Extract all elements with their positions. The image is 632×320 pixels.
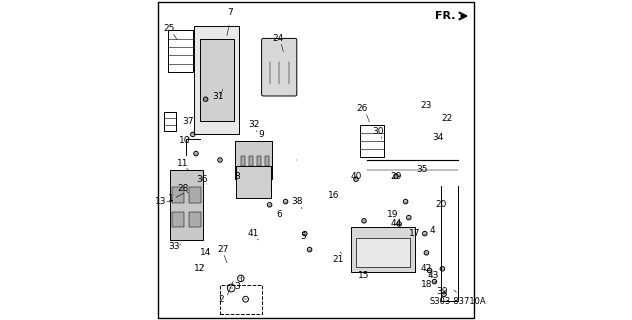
Text: 25: 25: [163, 24, 174, 33]
FancyBboxPatch shape: [262, 38, 297, 96]
Text: 33: 33: [168, 242, 179, 251]
Text: 18: 18: [421, 280, 432, 289]
Text: 24: 24: [272, 34, 283, 43]
Bar: [172, 187, 184, 203]
Text: 39: 39: [437, 287, 448, 296]
Bar: [169, 170, 204, 240]
Text: 11: 11: [178, 159, 189, 168]
Text: 40: 40: [350, 172, 362, 180]
Bar: [351, 227, 415, 272]
Bar: [189, 187, 201, 203]
Text: 23: 23: [421, 101, 432, 110]
Bar: [195, 26, 239, 134]
Text: S303-83710A: S303-83710A: [430, 297, 486, 306]
Text: 34: 34: [432, 133, 443, 142]
Text: 27: 27: [217, 245, 229, 254]
Text: 17: 17: [410, 229, 421, 238]
Bar: [235, 141, 272, 179]
Text: 14: 14: [200, 248, 211, 257]
Text: 43: 43: [427, 271, 439, 280]
Text: 36: 36: [197, 175, 208, 184]
Text: 10: 10: [179, 136, 191, 145]
Text: 37: 37: [182, 117, 194, 126]
Text: 26: 26: [356, 104, 368, 113]
Bar: [257, 156, 261, 166]
Text: 4: 4: [430, 226, 435, 235]
Text: 16: 16: [328, 191, 339, 200]
Bar: [356, 237, 410, 267]
Text: 7: 7: [227, 8, 233, 17]
Bar: [236, 166, 271, 198]
Text: 13: 13: [155, 197, 167, 206]
Bar: [265, 156, 269, 166]
Bar: [172, 212, 184, 227]
Text: 29: 29: [391, 172, 402, 180]
Bar: [249, 156, 253, 166]
Text: FR.: FR.: [435, 11, 455, 21]
Text: 6: 6: [276, 210, 282, 219]
Bar: [169, 30, 193, 72]
Text: 12: 12: [193, 264, 205, 273]
Text: 8: 8: [234, 172, 240, 180]
Bar: [164, 112, 176, 131]
Text: 42: 42: [421, 264, 432, 273]
Text: 1: 1: [167, 194, 173, 203]
Text: 31: 31: [212, 92, 224, 100]
Text: 30: 30: [373, 127, 384, 136]
Text: 5: 5: [300, 232, 306, 241]
Text: 38: 38: [291, 197, 303, 206]
Bar: [360, 125, 384, 157]
Bar: [189, 212, 201, 227]
Text: 20: 20: [435, 200, 446, 209]
Bar: [220, 285, 262, 314]
Text: 15: 15: [358, 271, 370, 280]
Text: 28: 28: [178, 184, 189, 193]
Text: 2: 2: [219, 295, 224, 304]
Text: 35: 35: [416, 165, 427, 174]
Text: 22: 22: [442, 114, 453, 123]
Text: 41: 41: [248, 229, 259, 238]
Text: 32: 32: [248, 120, 259, 129]
Text: 21: 21: [332, 255, 344, 264]
Text: 3: 3: [234, 282, 240, 291]
Text: 44: 44: [391, 220, 401, 228]
Text: 19: 19: [387, 210, 399, 219]
Text: 9: 9: [258, 130, 264, 139]
Bar: [241, 156, 245, 166]
Bar: [200, 39, 234, 121]
